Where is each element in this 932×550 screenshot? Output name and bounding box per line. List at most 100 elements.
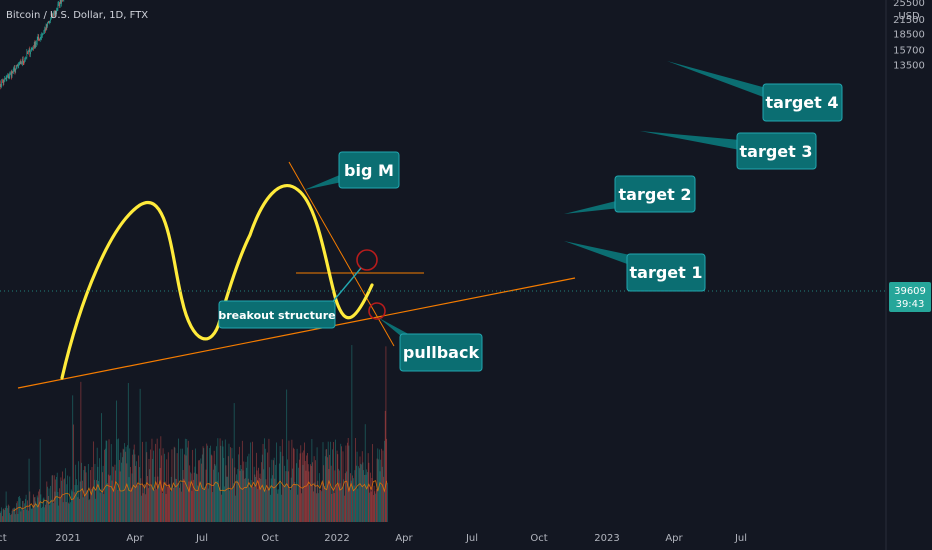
volume-bar: [44, 507, 45, 522]
volume-bar: [1, 507, 3, 522]
candle-body: [24, 59, 25, 62]
volume-bar: [353, 478, 354, 522]
volume-bar: [247, 478, 249, 522]
volume-bar: [255, 476, 256, 522]
volume-bar: [245, 461, 247, 522]
volume-bar: [113, 466, 114, 522]
candle-body: [22, 59, 23, 64]
volume-bar: [103, 494, 105, 522]
volume-bar: [123, 449, 125, 522]
candle-body: [53, 12, 54, 17]
candle-body: [34, 42, 36, 47]
volume-bar: [115, 470, 117, 522]
volume-bar: [44, 504, 46, 522]
volume-bar: [19, 498, 21, 522]
callout-target-4[interactable]: target 4: [667, 61, 843, 122]
volume-bar: [209, 448, 211, 522]
callout-target-1[interactable]: target 1: [564, 241, 706, 292]
volume-bar: [108, 439, 110, 522]
volume-bar: [69, 476, 71, 522]
callout-target-2[interactable]: target 2: [564, 175, 696, 214]
volume-bar: [165, 493, 167, 522]
volume-bar: [45, 500, 47, 522]
volume-bar: [122, 448, 124, 522]
volume-bar: [117, 489, 119, 522]
volume-bar: [306, 455, 308, 522]
volume-bar: [214, 464, 216, 522]
volume-bar: [153, 450, 154, 522]
volume-bar: [235, 495, 236, 522]
pullback-circle[interactable]: [368, 302, 386, 320]
callout-breakout-structure[interactable]: breakout structure: [218, 300, 336, 329]
volume-bar: [284, 484, 286, 522]
volume-bar: [88, 500, 90, 522]
callout-big-m[interactable]: big M: [304, 151, 400, 190]
volume-bar: [5, 491, 7, 522]
candle-body: [21, 63, 22, 65]
x-tick-label: Oct: [261, 533, 278, 544]
candle-body: [35, 43, 37, 47]
candle-body: [13, 68, 14, 73]
candle-body: [27, 52, 28, 54]
callout-pullback[interactable]: pullback: [379, 318, 483, 372]
big-m-curve[interactable]: [60, 183, 374, 380]
candle-body: [19, 61, 21, 63]
volume-bar: [128, 477, 130, 522]
time-axis[interactable]: Oct 2021 Apr Jul Oct 2022 Apr Jul Oct 2023 Apr Jul: [0, 533, 747, 544]
candle-body: [36, 39, 38, 43]
callout-target-3[interactable]: target 3: [640, 131, 817, 170]
volume-bar: [322, 442, 324, 522]
volume-bar: [48, 488, 50, 522]
descending-trendline[interactable]: [288, 161, 395, 347]
volume-bar: [333, 492, 335, 522]
candle-body: [0, 86, 2, 87]
volume-bar: [331, 493, 333, 522]
volume-bar: [344, 473, 346, 522]
candle-body: [30, 51, 31, 55]
volume-bar: [100, 489, 102, 522]
volume-bar: [14, 508, 16, 522]
volume-bar: [53, 502, 54, 522]
volume-bar: [252, 441, 254, 522]
current-price-value: 39609: [894, 286, 926, 297]
volume-bar: [87, 489, 88, 522]
volume-bar: [277, 493, 279, 522]
candle-body: [8, 76, 10, 79]
volume-bar: [53, 475, 55, 522]
support-trendline[interactable]: [17, 277, 576, 389]
volume-bar: [344, 495, 345, 522]
volume-bar: [79, 498, 80, 522]
price-axis[interactable]: USD 170000140000100000730006100041500295…: [885, 0, 932, 550]
volume-bar: [56, 472, 58, 522]
candle-body: [30, 48, 32, 52]
volume-bar: [301, 452, 303, 522]
volume-bar: [55, 479, 57, 522]
volume-bar: [42, 498, 44, 522]
volume-bar: [136, 461, 137, 522]
volume-bar: [310, 466, 312, 522]
volume-bar: [328, 469, 330, 522]
volume-bar: [282, 456, 284, 522]
volume-bar: [223, 457, 225, 522]
x-tick-label: 2021: [55, 533, 80, 544]
breakout-circle[interactable]: [356, 249, 378, 271]
volume-bar: [288, 440, 290, 522]
volume-bar: [347, 442, 348, 522]
volume-bar: [218, 472, 219, 522]
volume-bar: [351, 345, 353, 522]
volume-bar: [152, 458, 154, 522]
volume-bar: [167, 452, 169, 522]
volume-bar: [357, 488, 359, 522]
volume-bar: [37, 497, 39, 522]
volume-bar: [170, 476, 172, 522]
volume-bar: [244, 478, 246, 522]
volume-bar: [213, 469, 214, 522]
candle-body: [6, 77, 8, 78]
candle-body: [54, 10, 56, 15]
volume-bars: [0, 345, 388, 522]
volume-bar: [139, 388, 141, 522]
volume-bar: [256, 452, 257, 522]
volume-bar: [187, 440, 189, 522]
volume-bar: [210, 445, 211, 522]
